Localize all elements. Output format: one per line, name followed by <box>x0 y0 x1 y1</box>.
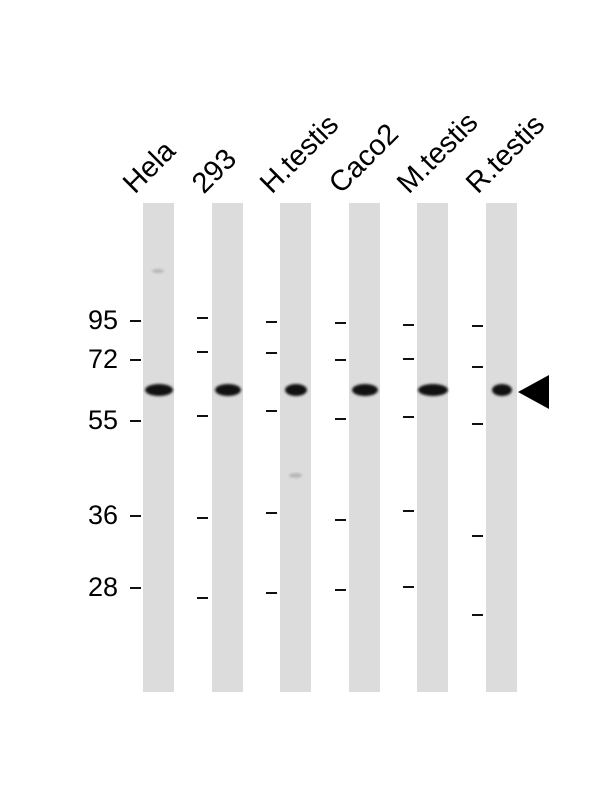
marker-tick-36 <box>197 517 208 519</box>
marker-tick-95 <box>335 322 346 324</box>
marker-tick-72 <box>472 366 483 368</box>
marker-tick-55 <box>130 420 141 422</box>
marker-tick-28 <box>335 589 346 591</box>
marker-tick-28 <box>403 586 414 588</box>
marker-tick-55 <box>197 415 208 417</box>
lane-1 <box>143 203 174 692</box>
marker-tick-28 <box>197 597 208 599</box>
marker-tick-72 <box>197 351 208 353</box>
main-band <box>417 384 448 396</box>
main-band <box>351 384 378 396</box>
marker-tick-55 <box>335 418 346 420</box>
marker-tick-28 <box>266 592 277 594</box>
marker-tick-95 <box>197 317 208 319</box>
lane-6 <box>486 203 517 692</box>
lane-label: Hela <box>117 134 182 200</box>
faint-band <box>152 269 164 273</box>
marker-tick-72 <box>130 359 141 361</box>
marker-tick-95 <box>130 320 141 322</box>
marker-tick-36 <box>403 510 414 512</box>
marker-tick-28 <box>130 587 141 589</box>
marker-tick-72 <box>335 359 346 361</box>
marker-label-36: 36 <box>87 500 118 530</box>
lane-label: 293 <box>186 142 243 200</box>
marker-tick-55 <box>403 416 414 418</box>
marker-label-55: 55 <box>87 405 118 435</box>
marker-tick-55 <box>266 410 277 412</box>
marker-tick-72 <box>266 352 277 354</box>
marker-tick-95 <box>266 321 277 323</box>
lane-2 <box>212 203 243 692</box>
marker-tick-95 <box>472 325 483 327</box>
lane-3 <box>280 203 311 692</box>
marker-tick-36 <box>130 515 141 517</box>
marker-tick-28 <box>472 614 483 616</box>
main-band <box>491 384 512 396</box>
marker-tick-36 <box>472 535 483 537</box>
main-band <box>144 384 173 396</box>
faint-band <box>289 473 302 478</box>
marker-tick-36 <box>335 519 346 521</box>
lane-4 <box>349 203 380 692</box>
lane-5 <box>417 203 448 692</box>
marker-tick-72 <box>403 358 414 360</box>
marker-label-72: 72 <box>87 344 118 374</box>
arrow-left-icon <box>518 375 549 409</box>
marker-label-95: 95 <box>87 305 118 335</box>
marker-label-28: 28 <box>87 572 118 602</box>
marker-tick-95 <box>403 324 414 326</box>
main-band <box>214 384 241 396</box>
marker-tick-36 <box>266 512 277 514</box>
main-band <box>284 384 307 396</box>
marker-tick-55 <box>472 423 483 425</box>
